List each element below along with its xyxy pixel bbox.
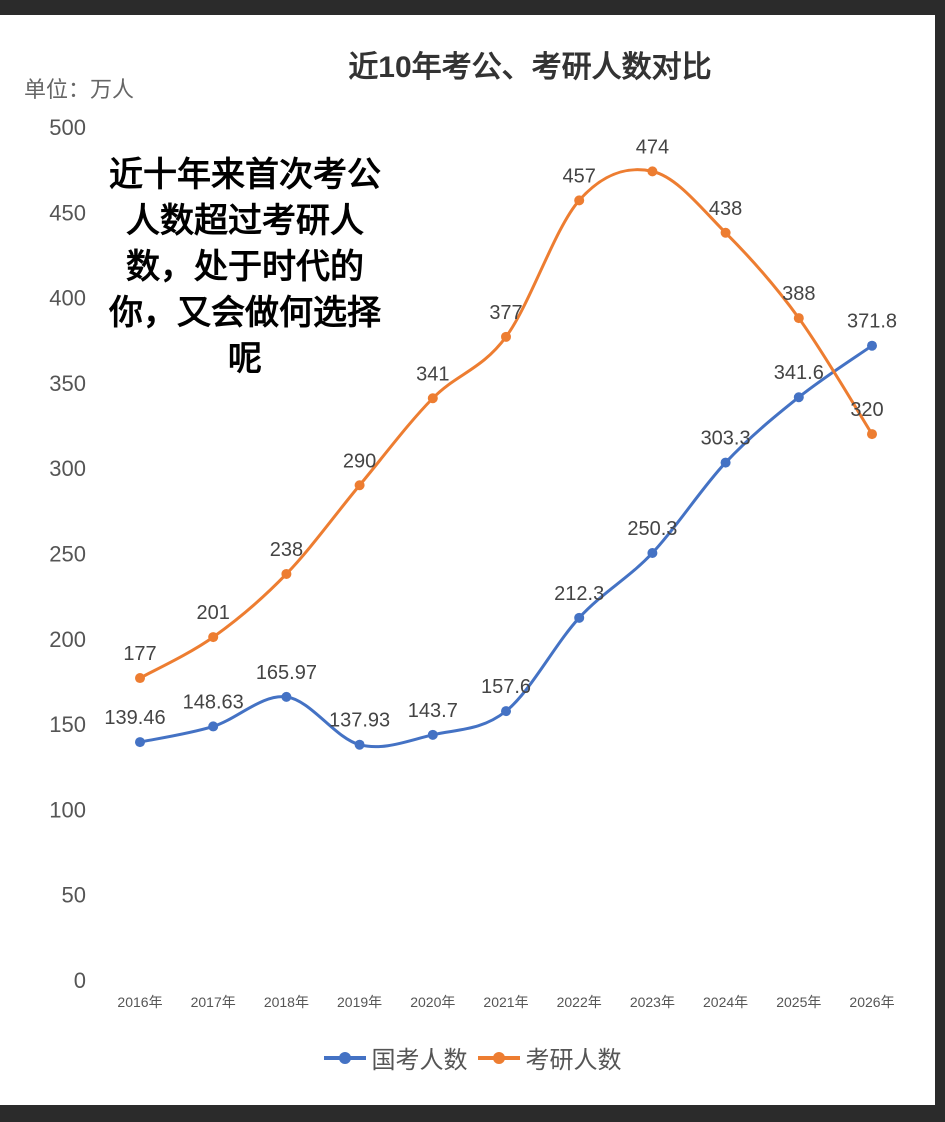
x-tick-label: 2023年 — [630, 994, 675, 1010]
x-tick-label: 2019年 — [337, 994, 382, 1010]
data-label: 238 — [270, 539, 303, 561]
series-line-0 — [139, 344, 873, 749]
data-point — [793, 392, 804, 403]
data-point — [867, 340, 877, 351]
data-point — [281, 568, 292, 579]
x-tick-label: 2020年 — [410, 994, 455, 1010]
data-point — [720, 227, 731, 238]
legend-label: 考研人数 — [525, 1047, 622, 1074]
y-tick-label: 0 — [74, 968, 86, 993]
legend-swatch — [477, 1051, 520, 1064]
y-tick-label: 400 — [49, 286, 86, 311]
data-label: 212.3 — [554, 583, 604, 605]
y-tick-label: 250 — [49, 542, 86, 567]
data-label: 148.63 — [183, 691, 244, 713]
x-tick-label: 2026年 — [849, 994, 894, 1010]
data-label: 388 — [782, 283, 815, 305]
data-point — [427, 729, 438, 740]
data-point — [354, 480, 365, 491]
data-point — [281, 691, 292, 702]
data-label: 137.93 — [329, 710, 390, 732]
data-point — [501, 331, 511, 342]
y-tick-label: 300 — [49, 456, 86, 481]
data-point — [135, 673, 145, 684]
legend: 国考人数 考研人数 — [0, 1040, 945, 1075]
unit-label: 单位：万人 — [24, 77, 135, 102]
y-tick-label: 50 — [62, 883, 86, 908]
data-point — [574, 612, 585, 623]
data-label: 165.97 — [256, 662, 317, 684]
data-label: 474 — [636, 136, 669, 158]
x-tick-label: 2018年 — [264, 994, 309, 1010]
data-label: 377 — [489, 302, 522, 324]
data-point — [867, 429, 877, 440]
data-point — [208, 632, 219, 643]
data-label: 303.3 — [701, 428, 751, 450]
data-point — [501, 706, 511, 717]
chart-title: 近10年考公、考研人数对比 — [348, 51, 712, 84]
data-label: 177 — [123, 643, 156, 665]
x-tick-label: 2022年 — [557, 994, 602, 1010]
data-point — [354, 739, 365, 750]
data-point — [427, 393, 438, 404]
data-label: 139.46 — [104, 707, 165, 729]
legend-swatch — [323, 1051, 366, 1064]
data-point — [720, 457, 731, 468]
data-label: 320 — [850, 399, 883, 421]
data-point — [574, 195, 585, 206]
y-tick-label: 150 — [49, 712, 86, 737]
y-tick-label: 500 — [49, 115, 86, 140]
data-label: 290 — [343, 450, 376, 472]
data-point — [647, 166, 658, 177]
legend-item-series-1[interactable]: 考研人数 — [477, 1040, 622, 1075]
data-label: 371.8 — [847, 311, 897, 333]
data-label: 438 — [709, 198, 742, 220]
y-tick-label: 100 — [49, 797, 86, 822]
series-line-1 — [139, 168, 874, 680]
annotation-text: 近十年来首次考公人数超过考研人数，处于时代的你，又会做何选择呢 — [109, 156, 381, 378]
data-label: 143.7 — [408, 700, 458, 722]
data-point — [208, 721, 219, 732]
data-label: 250.3 — [627, 518, 677, 540]
y-tick-label: 350 — [49, 371, 86, 396]
y-tick-label: 200 — [49, 627, 86, 652]
data-label: 457 — [563, 165, 596, 187]
data-label: 341 — [416, 363, 449, 385]
data-point — [647, 547, 658, 558]
y-tick-label: 450 — [49, 200, 86, 225]
chart-canvas — [0, 15, 935, 1105]
x-tick-label: 2025年 — [776, 994, 821, 1010]
x-tick-label: 2024年 — [703, 994, 748, 1010]
x-tick-label: 2017年 — [191, 994, 236, 1010]
data-point — [135, 737, 145, 748]
data-label: 201 — [197, 602, 230, 624]
x-tick-label: 2016年 — [117, 994, 162, 1010]
x-tick-label: 2021年 — [483, 994, 528, 1010]
legend-item-series-0[interactable]: 国考人数 — [323, 1040, 468, 1075]
legend-label: 国考人数 — [371, 1047, 468, 1074]
data-label: 157.6 — [481, 676, 531, 698]
data-label: 341.6 — [774, 362, 824, 384]
data-point — [793, 313, 804, 324]
